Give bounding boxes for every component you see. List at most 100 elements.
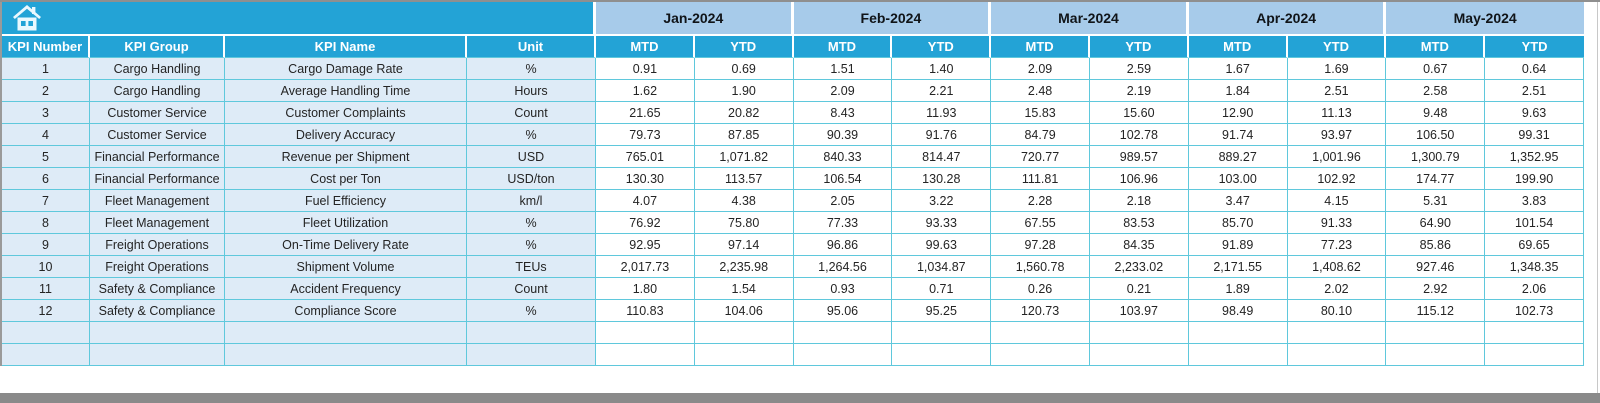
kpi-value-cell[interactable]: 1.40: [892, 58, 992, 80]
kpi-value-cell[interactable]: 1.69: [1287, 58, 1387, 80]
kpi-value-cell[interactable]: 1,348.35: [1485, 256, 1584, 278]
kpi-value-cell[interactable]: 1,300.79: [1386, 146, 1486, 168]
kpi-value-cell[interactable]: 2.59: [1089, 58, 1189, 80]
kpi-name-cell[interactable]: Cargo Damage Rate: [225, 58, 467, 80]
kpi-value-cell[interactable]: 85.86: [1386, 234, 1486, 256]
kpi-value-cell[interactable]: 1.84: [1188, 80, 1288, 102]
empty-cell[interactable]: [991, 344, 1090, 366]
kpi-name-cell[interactable]: Fleet Utilization: [225, 212, 467, 234]
kpi-value-cell[interactable]: 4.15: [1287, 190, 1387, 212]
kpi-number-cell[interactable]: 3: [2, 102, 90, 124]
kpi-value-cell[interactable]: 84.79: [991, 124, 1090, 146]
empty-cell[interactable]: [1188, 344, 1288, 366]
kpi-value-cell[interactable]: 95.06: [793, 300, 893, 322]
kpi-group-cell[interactable]: Customer Service: [90, 124, 225, 146]
empty-cell[interactable]: [90, 322, 225, 344]
kpi-value-cell[interactable]: 2.09: [793, 80, 893, 102]
kpi-value-cell[interactable]: 77.23: [1287, 234, 1387, 256]
empty-cell[interactable]: [1386, 344, 1486, 366]
kpi-unit-cell[interactable]: TEUs: [467, 256, 596, 278]
kpi-value-cell[interactable]: 2,017.73: [596, 256, 695, 278]
kpi-value-cell[interactable]: 110.83: [596, 300, 695, 322]
kpi-value-cell[interactable]: 0.64: [1485, 58, 1584, 80]
kpi-value-cell[interactable]: 2,233.02: [1089, 256, 1189, 278]
kpi-value-cell[interactable]: 2.05: [793, 190, 893, 212]
kpi-value-cell[interactable]: 91.33: [1287, 212, 1387, 234]
kpi-value-cell[interactable]: 2.21: [892, 80, 992, 102]
kpi-value-cell[interactable]: 2.51: [1287, 80, 1387, 102]
empty-cell[interactable]: [467, 344, 596, 366]
kpi-value-cell[interactable]: 80.10: [1287, 300, 1387, 322]
kpi-value-cell[interactable]: 120.73: [991, 300, 1090, 322]
kpi-value-cell[interactable]: 0.91: [596, 58, 695, 80]
kpi-unit-cell[interactable]: %: [467, 234, 596, 256]
kpi-value-cell[interactable]: 67.55: [991, 212, 1090, 234]
kpi-value-cell[interactable]: 989.57: [1089, 146, 1189, 168]
kpi-value-cell[interactable]: 115.12: [1386, 300, 1486, 322]
empty-cell[interactable]: [2, 344, 90, 366]
kpi-value-cell[interactable]: 4.07: [596, 190, 695, 212]
kpi-group-cell[interactable]: Safety & Compliance: [90, 300, 225, 322]
kpi-value-cell[interactable]: 106.54: [793, 168, 893, 190]
empty-cell[interactable]: [1485, 344, 1584, 366]
kpi-name-cell[interactable]: Average Handling Time: [225, 80, 467, 102]
kpi-value-cell[interactable]: 87.85: [694, 124, 794, 146]
kpi-value-cell[interactable]: 97.14: [694, 234, 794, 256]
kpi-value-cell[interactable]: 1.89: [1188, 278, 1288, 300]
empty-cell[interactable]: [1089, 322, 1189, 344]
empty-cell[interactable]: [1188, 322, 1288, 344]
kpi-value-cell[interactable]: 5.31: [1386, 190, 1486, 212]
kpi-number-cell[interactable]: 4: [2, 124, 90, 146]
kpi-value-cell[interactable]: 2,235.98: [694, 256, 794, 278]
kpi-value-cell[interactable]: 2.06: [1485, 278, 1584, 300]
kpi-value-cell[interactable]: 93.33: [892, 212, 992, 234]
kpi-value-cell[interactable]: 130.30: [596, 168, 695, 190]
kpi-value-cell[interactable]: 91.74: [1188, 124, 1288, 146]
kpi-value-cell[interactable]: 11.93: [892, 102, 992, 124]
kpi-value-cell[interactable]: 2.48: [991, 80, 1090, 102]
kpi-value-cell[interactable]: 102.92: [1287, 168, 1387, 190]
kpi-value-cell[interactable]: 0.67: [1386, 58, 1486, 80]
kpi-value-cell[interactable]: 130.28: [892, 168, 992, 190]
empty-cell[interactable]: [694, 322, 794, 344]
kpi-value-cell[interactable]: 2.92: [1386, 278, 1486, 300]
kpi-value-cell[interactable]: 15.83: [991, 102, 1090, 124]
kpi-value-cell[interactable]: 1,034.87: [892, 256, 992, 278]
empty-cell[interactable]: [225, 344, 467, 366]
kpi-name-cell[interactable]: Shipment Volume: [225, 256, 467, 278]
empty-cell[interactable]: [90, 344, 225, 366]
kpi-value-cell[interactable]: 98.49: [1188, 300, 1288, 322]
empty-cell[interactable]: [694, 344, 794, 366]
kpi-value-cell[interactable]: 720.77: [991, 146, 1090, 168]
kpi-value-cell[interactable]: 2.09: [991, 58, 1090, 80]
empty-cell[interactable]: [892, 322, 992, 344]
empty-cell[interactable]: [1485, 322, 1584, 344]
kpi-unit-cell[interactable]: USD: [467, 146, 596, 168]
kpi-value-cell[interactable]: 106.96: [1089, 168, 1189, 190]
kpi-value-cell[interactable]: 4.38: [694, 190, 794, 212]
kpi-group-cell[interactable]: Safety & Compliance: [90, 278, 225, 300]
kpi-value-cell[interactable]: 102.73: [1485, 300, 1584, 322]
kpi-value-cell[interactable]: 101.54: [1485, 212, 1584, 234]
kpi-value-cell[interactable]: 1,408.62: [1287, 256, 1387, 278]
kpi-number-cell[interactable]: 6: [2, 168, 90, 190]
kpi-unit-cell[interactable]: %: [467, 58, 596, 80]
kpi-value-cell[interactable]: 927.46: [1386, 256, 1486, 278]
kpi-value-cell[interactable]: 1.54: [694, 278, 794, 300]
kpi-value-cell[interactable]: 95.25: [892, 300, 992, 322]
kpi-value-cell[interactable]: 77.33: [793, 212, 893, 234]
kpi-name-cell[interactable]: Compliance Score: [225, 300, 467, 322]
kpi-value-cell[interactable]: 102.78: [1089, 124, 1189, 146]
kpi-name-cell[interactable]: Cost per Ton: [225, 168, 467, 190]
kpi-value-cell[interactable]: 1,001.96: [1287, 146, 1387, 168]
kpi-value-cell[interactable]: 69.65: [1485, 234, 1584, 256]
kpi-value-cell[interactable]: 1.90: [694, 80, 794, 102]
kpi-value-cell[interactable]: 91.89: [1188, 234, 1288, 256]
kpi-value-cell[interactable]: 1,264.56: [793, 256, 893, 278]
kpi-value-cell[interactable]: 99.31: [1485, 124, 1584, 146]
kpi-number-cell[interactable]: 5: [2, 146, 90, 168]
kpi-value-cell[interactable]: 12.90: [1188, 102, 1288, 124]
kpi-value-cell[interactable]: 889.27: [1188, 146, 1288, 168]
empty-cell[interactable]: [1386, 322, 1486, 344]
kpi-number-cell[interactable]: 2: [2, 80, 90, 102]
